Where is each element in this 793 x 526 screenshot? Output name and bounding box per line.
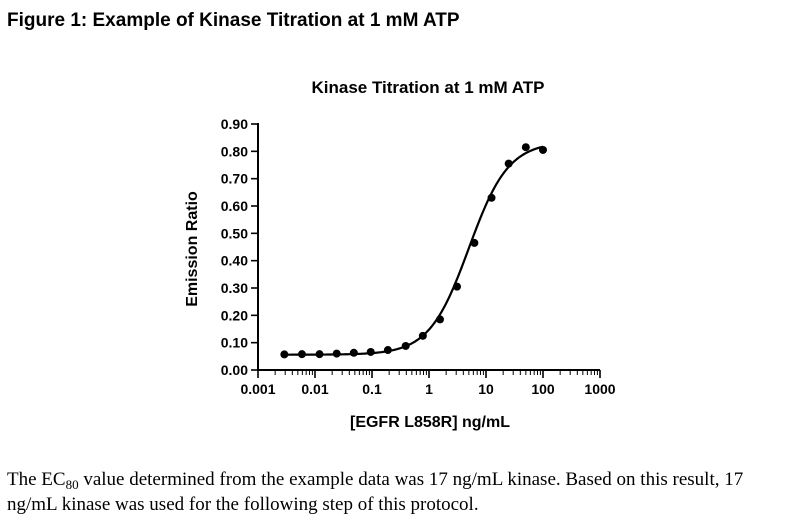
y-tick-label: 0.70	[221, 171, 248, 187]
axes: 0.00 0.10 0.20 0.30 0.40 0.50 0.60 0.70 0.80 0.90…	[221, 116, 616, 397]
chart-title: Kinase Titration at 1 mM ATP	[311, 78, 544, 97]
figure-heading: Figure 1: Example of Kinase Titration at…	[7, 10, 460, 31]
data-point	[470, 238, 479, 247]
y-tick-label: 0.10	[221, 335, 248, 351]
x-tick-label: 0.1	[362, 381, 382, 397]
y-tick-label: 0.00	[221, 362, 248, 378]
y-tick-label: 0.20	[221, 307, 248, 323]
data-point	[383, 346, 392, 355]
emission-ratio-chart: Kinase Titration at 1 mM ATP Emission Ra…	[184, 78, 616, 431]
data-point	[436, 315, 445, 324]
x-tick-label: 100	[531, 381, 555, 397]
data-point	[401, 341, 410, 350]
y-axis-label: Emission Ratio	[184, 191, 201, 307]
data-point	[453, 282, 462, 291]
data-point	[349, 348, 358, 357]
x-tick-label: 1	[425, 381, 433, 397]
y-tick-label: 0.60	[221, 198, 248, 214]
y-tick-label: 0.80	[221, 143, 248, 159]
figure-caption: The EC80 value determined from the examp…	[7, 467, 791, 517]
data-point	[539, 145, 547, 154]
data-point	[504, 159, 513, 168]
data-point	[487, 193, 496, 202]
x-tick-label: 0.01	[301, 381, 328, 397]
data-point	[332, 349, 341, 358]
y-tick-label: 0.40	[221, 253, 248, 269]
caption-text-start: The EC	[7, 469, 66, 490]
y-tick-label: 0.30	[221, 280, 248, 296]
data-point	[366, 347, 375, 356]
x-tick-label: 10	[478, 381, 494, 397]
data-point	[418, 331, 427, 340]
data-point	[315, 350, 324, 359]
x-tick-label: 0.001	[240, 381, 275, 397]
y-tick-label: 0.90	[221, 116, 248, 132]
y-tick-label: 0.50	[221, 225, 248, 241]
caption-subscript: 80	[65, 477, 79, 492]
data-point	[297, 350, 306, 359]
data-point	[521, 143, 530, 152]
x-tick-label: 1000	[584, 381, 615, 397]
data-point	[280, 350, 289, 359]
caption-text-end: value determined from the example data w…	[7, 469, 744, 515]
fit-curve	[284, 145, 544, 356]
x-axis-label: [EGFR L858R] ng/mL	[350, 414, 510, 431]
fit-curve-layer	[284, 145, 544, 356]
data-points-layer	[280, 143, 547, 359]
